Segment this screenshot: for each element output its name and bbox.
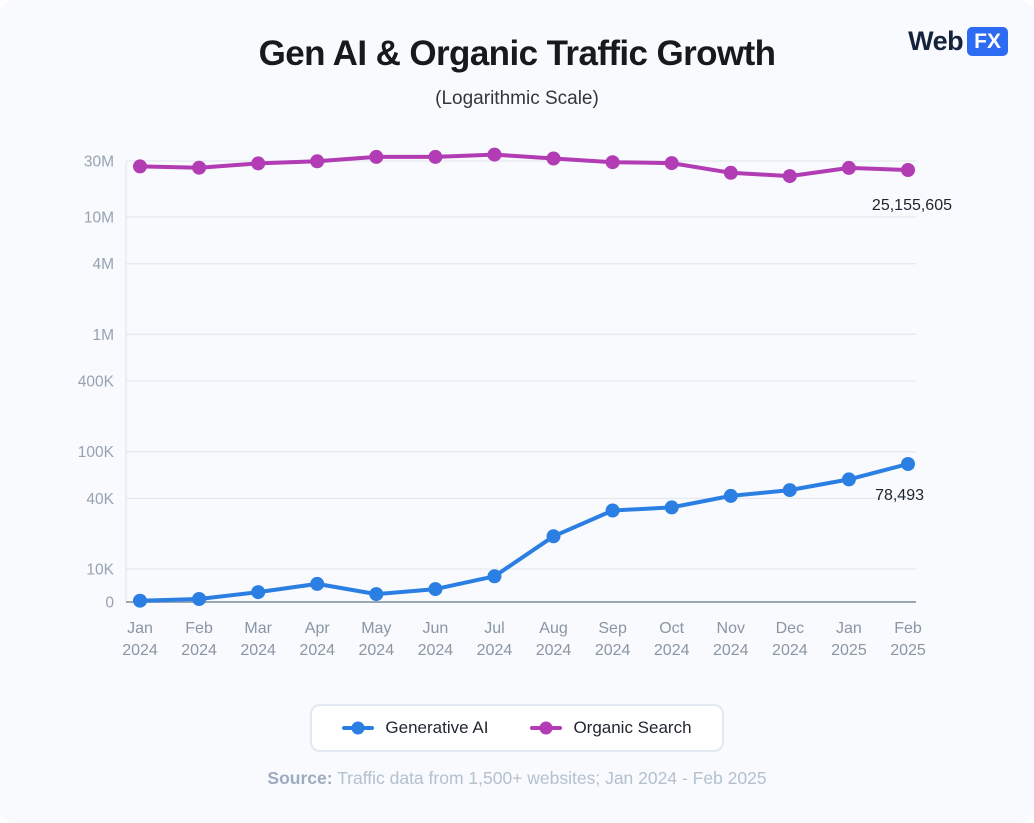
y-axis-tick-label: 400K: [78, 374, 115, 391]
data-point-generative-ai: [664, 500, 679, 515]
webfx-logo: Web FX: [908, 26, 1008, 57]
x-axis-month-label: Jun: [422, 620, 448, 637]
legend-label-organic-search: Organic Search: [573, 718, 692, 737]
y-axis-labels: 30M 10M 4M 1M 400K 100K 40K 10K 0: [78, 154, 115, 612]
data-point-generative-ai: [841, 472, 856, 487]
x-axis-month-label: Nov: [717, 620, 745, 637]
legend-marker-dot-blue: [351, 721, 365, 735]
data-point-organic-search: [133, 159, 147, 174]
x-axis-year-label: 2024: [595, 642, 631, 659]
data-point-generative-ai: [428, 582, 443, 597]
x-axis-year-label: 2024: [654, 642, 690, 659]
data-point-organic-search: [664, 156, 679, 171]
series-line-organic-search: [138, 152, 910, 179]
chart-header: Gen AI & Organic Traffic Growth (Logarit…: [0, 0, 1034, 110]
x-axis-year-label: 2025: [890, 642, 926, 659]
source-label: Source:: [267, 768, 333, 788]
x-axis-month-label: Jan: [127, 620, 153, 637]
y-axis-tick-label: 40K: [86, 491, 114, 508]
legend-marker-line-blue: [342, 721, 375, 735]
chart-title: Gen AI & Organic Traffic Growth: [258, 34, 776, 73]
x-axis-year-label: 2024: [536, 642, 572, 659]
data-point-organic-search: [546, 151, 561, 166]
y-axis-tick-label: 30M: [84, 154, 114, 171]
x-axis-year-label: 2024: [122, 642, 158, 659]
source-text: Traffic data from 1,500+ websites; Jan 2…: [337, 768, 767, 788]
data-point-organic-search: [782, 169, 797, 184]
y-axis-tick-label: 1M: [92, 327, 114, 344]
data-point-generative-ai: [605, 503, 620, 518]
source-note: Source: Traffic data from 1,500+ website…: [0, 768, 1034, 789]
data-point-organic-search: [723, 165, 738, 180]
data-point-organic-search: [428, 149, 443, 164]
legend-label-generative-ai: Generative AI: [385, 718, 489, 737]
chart-subtitle: (Logarithmic Scale): [435, 88, 599, 109]
y-axis-tick-label: 10M: [84, 210, 114, 227]
legend-box: Generative AI Organic Search: [310, 704, 724, 752]
data-point-organic-search: [605, 155, 620, 170]
chart-legend: Generative AI Organic Search: [0, 704, 1034, 752]
legend-marker-line-magenta: [530, 721, 563, 735]
data-point-organic-search: [192, 160, 207, 175]
x-axis-year-label: 2024: [181, 642, 217, 659]
x-axis-month-label: May: [361, 620, 391, 637]
legend-item-organic-search[interactable]: Organic Search: [530, 718, 692, 738]
webfx-logo-text: Web: [908, 26, 964, 56]
webfx-logo-badge: FX: [967, 27, 1008, 56]
data-point-generative-ai: [487, 569, 502, 584]
legend-marker-dot-magenta: [539, 721, 553, 735]
x-axis-year-label: 2025: [831, 642, 867, 659]
y-axis-tick-label: 0: [105, 595, 114, 612]
x-axis-year-label: 2024: [240, 642, 276, 659]
series-line-generative-ai: [138, 462, 910, 603]
legend-item-generative-ai[interactable]: Generative AI: [342, 718, 488, 738]
data-point-organic-search: [901, 163, 915, 177]
data-point-generative-ai: [310, 576, 325, 591]
data-point-organic-search: [487, 147, 502, 162]
x-axis-month-label: Sep: [598, 620, 627, 637]
traffic-chart: 30M 10M 4M 1M 400K 100K 40K 10K 0 Jan 2024 Feb 2024 M…: [78, 147, 952, 659]
x-axis-month-label: Oct: [659, 620, 684, 637]
x-axis-month-label: Feb: [894, 620, 922, 637]
end-value-label-organic-search: 25,155,605: [872, 197, 952, 214]
x-axis-labels: Jan 2024 Feb 2024 Mar 2024 Apr 2024 May 2024 Jun 20…: [122, 620, 926, 659]
data-point-generative-ai: [723, 488, 738, 503]
x-axis-month-label: Mar: [244, 620, 272, 637]
data-point-organic-search: [841, 160, 856, 175]
x-axis-month-label: Dec: [776, 620, 804, 637]
y-axis-tick-label: 4M: [92, 256, 114, 273]
end-value-label-generative-ai: 78,493: [875, 487, 924, 504]
x-axis-year-label: 2024: [418, 642, 454, 659]
series-organic-search: 25,155,605: [133, 147, 952, 214]
x-axis-year-label: 2024: [772, 642, 808, 659]
y-axis-tick-label: 10K: [86, 562, 114, 579]
data-point-generative-ai: [369, 587, 384, 602]
data-point-generative-ai: [901, 457, 915, 471]
data-point-generative-ai: [133, 593, 147, 608]
data-point-generative-ai: [251, 585, 266, 600]
x-axis-month-label: Feb: [185, 620, 213, 637]
x-axis-year-label: 2024: [299, 642, 335, 659]
data-point-generative-ai: [782, 483, 797, 498]
series-generative-ai: 78,493: [133, 457, 924, 608]
x-axis-month-label: Apr: [305, 620, 331, 637]
x-axis-month-label: Jan: [836, 620, 862, 637]
data-point-organic-search: [310, 154, 325, 169]
data-point-organic-search: [369, 149, 384, 164]
data-point-generative-ai: [192, 592, 207, 606]
y-grid: [125, 160, 916, 603]
data-point-generative-ai: [546, 529, 561, 544]
x-axis-year-label: 2024: [713, 642, 749, 659]
data-point-organic-search: [251, 156, 266, 171]
x-axis-month-label: Aug: [539, 620, 567, 637]
y-axis-tick-label: 100K: [78, 444, 115, 461]
x-axis-month-label: Jul: [484, 620, 504, 637]
x-axis-year-label: 2024: [359, 642, 395, 659]
x-axis-year-label: 2024: [477, 642, 513, 659]
